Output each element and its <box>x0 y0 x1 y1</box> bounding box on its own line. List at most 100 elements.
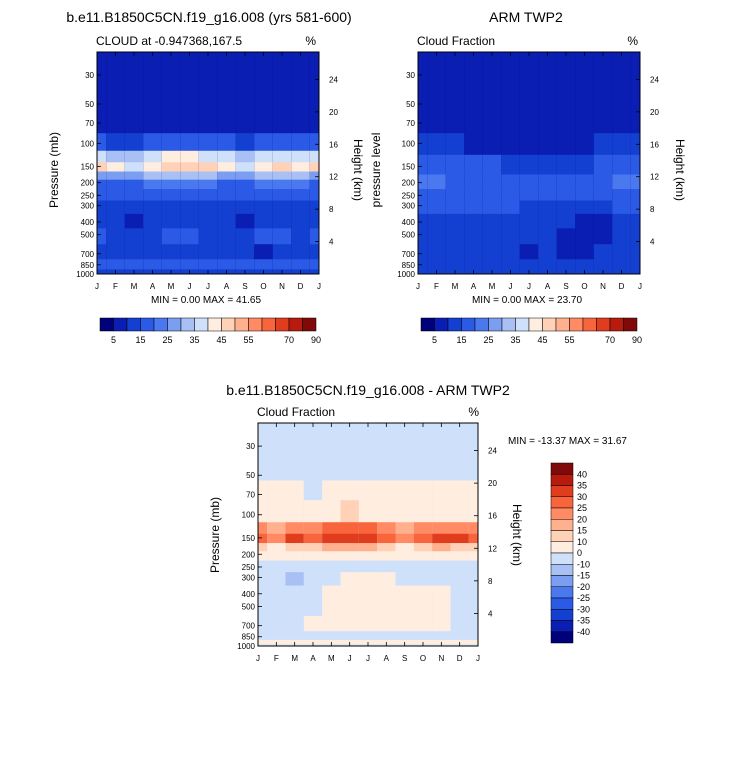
heatmap-cell <box>97 259 107 270</box>
heatmap-cell <box>124 113 144 134</box>
heatmap-cell <box>97 269 107 275</box>
heatmap-cell <box>258 522 268 535</box>
heatmap-cell <box>309 162 319 173</box>
heatmap-cell <box>143 162 162 173</box>
colorbar-label: -20 <box>577 582 590 592</box>
heatmap-cell <box>285 533 304 544</box>
heatmap-cell <box>427 244 446 260</box>
heatmap-cell <box>180 89 199 115</box>
colorbar-label: 40 <box>577 469 587 479</box>
heatmap-cell <box>198 179 218 190</box>
heatmap-cell <box>468 616 478 632</box>
heatmap-cell <box>235 188 255 202</box>
heatmap-cell <box>377 600 396 617</box>
panel-difference: b.e11.B1850C5CN.f19_g16.008 - ARM TWP2 C… <box>208 382 627 663</box>
heatmap-cell <box>427 228 446 245</box>
heatmap-cell <box>519 133 539 156</box>
y-axis-label: Pressure (mb) <box>47 132 61 208</box>
heatmap-cell <box>124 150 144 163</box>
heatmap-cell <box>593 174 613 190</box>
heatmap-cell <box>285 480 304 501</box>
heatmap-cell <box>538 52 557 91</box>
y-tick-label: 300 <box>402 202 416 211</box>
panel-units-label: % <box>627 34 638 48</box>
x-tick-label: O <box>420 654 426 663</box>
x-tick-label: N <box>600 282 606 291</box>
heatmap-cell <box>427 113 446 134</box>
heatmap-cell <box>450 560 469 573</box>
heatmap-cell <box>97 162 107 173</box>
heatmap-cell <box>198 188 218 202</box>
heatmap-cell <box>217 150 236 163</box>
heatmap-cell <box>322 631 341 641</box>
heatmap-cell <box>358 522 378 535</box>
x-tick-label: M <box>131 282 138 291</box>
heatmap-cell <box>322 585 341 601</box>
x-tick-label: S <box>242 282 247 291</box>
colorbar-label: 5 <box>432 335 437 345</box>
y-tick-label: 500 <box>81 231 95 240</box>
heatmap-cell <box>291 213 310 229</box>
y-tick-label: 700 <box>81 250 95 259</box>
heatmap-cell <box>106 52 125 91</box>
heatmap-cell <box>413 585 433 601</box>
heatmap-cell <box>612 52 631 91</box>
heatmap-cell <box>97 52 107 91</box>
x-tick-label: J <box>638 282 642 291</box>
y-tick-label: 500 <box>242 602 256 611</box>
colorbar-label: -40 <box>577 627 590 637</box>
heatmap-cell <box>418 113 428 134</box>
heatmap-cell <box>217 52 236 91</box>
heatmap-cell <box>254 52 273 91</box>
heatmap-cell <box>291 228 310 245</box>
heatmap-cell <box>235 150 255 163</box>
heatmap-cell <box>575 52 594 91</box>
heatmap-cell <box>322 533 341 544</box>
heatmap-cell <box>501 52 520 91</box>
heatmap-cell <box>97 188 107 202</box>
heatmap-cell <box>198 52 218 91</box>
heatmap-cell <box>501 259 520 270</box>
colorbar-swatch <box>420 317 435 332</box>
heatmap-cell <box>519 188 539 202</box>
heatmap-cell <box>267 522 286 535</box>
heatmap-cell <box>519 154 539 176</box>
y2-tick-label: 12 <box>488 544 497 553</box>
heatmap-cell <box>161 188 181 202</box>
heatmap-cell <box>198 213 218 229</box>
heatmap-cell <box>432 585 451 601</box>
heatmap-cell <box>450 480 469 501</box>
heatmap-cell <box>427 259 446 270</box>
heatmap-cell <box>258 585 268 601</box>
heatmap-cell <box>413 423 433 462</box>
colorbar-swatch <box>288 317 303 332</box>
colorbar-swatch <box>501 317 516 332</box>
heatmap-cell <box>258 616 268 632</box>
colorbar-label: 10 <box>577 537 587 547</box>
heatmap-cell <box>272 113 292 134</box>
heatmap-cell <box>285 585 304 601</box>
heatmap-cell <box>291 188 310 202</box>
heatmap-cell <box>272 244 292 260</box>
heatmap-cell <box>612 200 631 215</box>
heatmap-cell <box>556 133 576 156</box>
heatmap-cell <box>303 543 323 552</box>
x-tick-label: M <box>328 654 335 663</box>
heatmap-cell <box>267 572 286 587</box>
colorbar-label: 0 <box>577 548 582 558</box>
heatmap-cell <box>217 188 236 202</box>
heatmap-cell <box>418 52 428 91</box>
heatmap-cell <box>198 171 218 181</box>
heatmap-cell <box>198 162 218 173</box>
heatmap-cell <box>593 200 613 215</box>
heatmap-cell <box>124 188 144 202</box>
heatmap-cell <box>291 162 310 173</box>
heatmap-cell <box>450 585 469 601</box>
heatmap-cell <box>418 89 428 115</box>
heatmap-cell <box>413 631 433 641</box>
heatmap-cell <box>267 560 286 573</box>
colorbar-swatch <box>550 620 574 632</box>
y-tick-label: 30 <box>246 442 255 451</box>
heatmap-cell <box>161 150 181 163</box>
heatmap-cell <box>612 113 631 134</box>
